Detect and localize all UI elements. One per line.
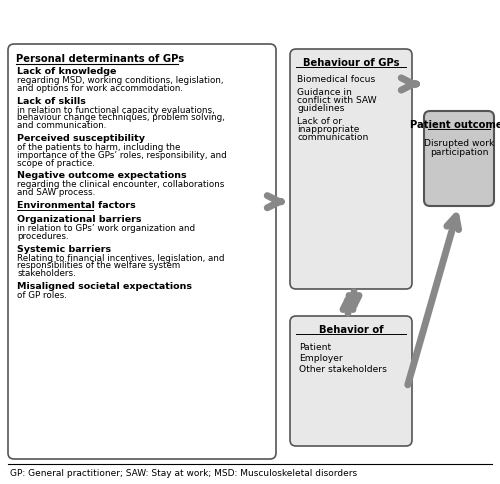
Text: in relation to GPs’ work organization and: in relation to GPs’ work organization an… [17, 224, 195, 233]
Text: and SAW process.: and SAW process. [17, 188, 95, 197]
FancyBboxPatch shape [8, 44, 276, 459]
Text: Systemic barriers: Systemic barriers [17, 244, 111, 254]
FancyBboxPatch shape [290, 49, 412, 289]
Text: Employer: Employer [299, 354, 343, 363]
Text: Behavior of: Behavior of [318, 325, 384, 335]
Text: of the patients to harm, including the: of the patients to harm, including the [17, 143, 180, 152]
Text: Lack of skills: Lack of skills [17, 97, 86, 106]
Text: Guidance in: Guidance in [297, 88, 352, 97]
FancyBboxPatch shape [290, 316, 412, 446]
Text: and communication.: and communication. [17, 121, 106, 130]
Text: Biomedical focus: Biomedical focus [297, 75, 375, 84]
Text: in relation to functional capacity evaluations,: in relation to functional capacity evalu… [17, 106, 215, 115]
Text: regarding MSD, working conditions, legislation,: regarding MSD, working conditions, legis… [17, 76, 224, 85]
Text: responsibilities of the welfare system: responsibilities of the welfare system [17, 261, 180, 271]
Text: Behaviour of GPs: Behaviour of GPs [303, 58, 399, 68]
Text: Patient: Patient [299, 343, 331, 352]
Text: participation: participation [430, 148, 488, 157]
FancyBboxPatch shape [424, 111, 494, 206]
Text: procedures.: procedures. [17, 232, 68, 241]
Text: Lack of knowledge: Lack of knowledge [17, 67, 116, 76]
Text: Other stakeholders: Other stakeholders [299, 365, 387, 374]
Text: regarding the clinical encounter, collaborations: regarding the clinical encounter, collab… [17, 181, 225, 189]
Text: behaviour change techniques, problem solving,: behaviour change techniques, problem sol… [17, 113, 225, 122]
Text: Patient outcomes: Patient outcomes [410, 120, 500, 130]
Text: Organizational barriers: Organizational barriers [17, 215, 142, 224]
Text: scope of practice.: scope of practice. [17, 159, 95, 167]
Text: of GP roles.: of GP roles. [17, 291, 67, 300]
Text: conflict with SAW: conflict with SAW [297, 96, 376, 105]
Text: GP: General practitioner; SAW: Stay at work; MSD: Musculoskeletal disorders: GP: General practitioner; SAW: Stay at w… [10, 469, 357, 478]
Text: Lack of or: Lack of or [297, 117, 342, 126]
Text: Personal determinants of GPs: Personal determinants of GPs [16, 54, 184, 64]
Text: Perceived susceptibility: Perceived susceptibility [17, 134, 145, 143]
Text: and options for work accommodation.: and options for work accommodation. [17, 84, 183, 93]
Text: Environmental factors: Environmental factors [17, 201, 136, 210]
Text: Relating to financial incentives, legislation, and: Relating to financial incentives, legisl… [17, 254, 225, 263]
Text: guidelines: guidelines [297, 104, 344, 113]
Text: communication: communication [297, 133, 368, 142]
Text: importance of the GPs’ roles, responsibility, and: importance of the GPs’ roles, responsibi… [17, 151, 227, 160]
Text: Misaligned societal expectations: Misaligned societal expectations [17, 282, 192, 291]
Text: Negative outcome expectations: Negative outcome expectations [17, 171, 186, 181]
Text: Disrupted work: Disrupted work [424, 139, 494, 148]
Text: inappropriate: inappropriate [297, 125, 360, 134]
Text: stakeholders.: stakeholders. [17, 269, 76, 278]
